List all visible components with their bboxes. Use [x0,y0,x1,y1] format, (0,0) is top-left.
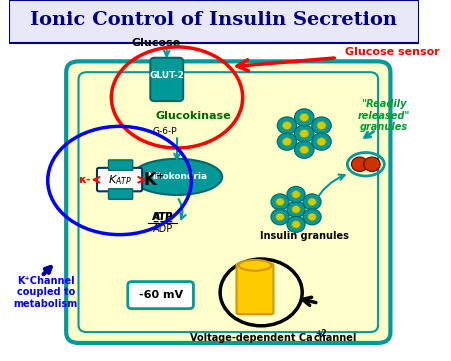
Circle shape [308,213,316,221]
FancyBboxPatch shape [9,0,419,43]
Circle shape [308,198,316,206]
Circle shape [287,201,305,217]
Text: Voltage-dependent Ca: Voltage-dependent Ca [189,332,312,343]
Text: GLUT-2: GLUT-2 [149,71,184,80]
Circle shape [299,113,309,121]
Circle shape [299,130,309,138]
Circle shape [303,209,321,225]
Circle shape [287,186,305,202]
Circle shape [364,157,380,171]
Text: Ionic Control of Insulin Secretion: Ionic Control of Insulin Secretion [31,11,397,29]
Text: +2: +2 [315,330,327,338]
Text: $K_{ATP}$: $K_{ATP}$ [108,173,133,187]
FancyBboxPatch shape [109,160,133,170]
Text: ATP: ATP [152,212,173,222]
Ellipse shape [132,159,222,195]
FancyBboxPatch shape [109,189,133,199]
Circle shape [271,194,289,210]
Circle shape [295,141,314,158]
Text: Insulin granules: Insulin granules [260,231,349,242]
Circle shape [299,146,309,154]
Ellipse shape [239,260,272,271]
Circle shape [292,206,300,213]
Circle shape [282,138,292,146]
Text: Glucokinase: Glucokinase [156,110,231,121]
FancyBboxPatch shape [128,282,193,309]
Circle shape [292,221,300,228]
Circle shape [295,125,314,142]
Text: Glucose: Glucose [132,38,181,48]
Text: K⁺: K⁺ [143,171,165,189]
Circle shape [282,121,292,130]
Circle shape [317,138,326,146]
FancyBboxPatch shape [150,58,183,101]
FancyBboxPatch shape [236,264,273,314]
Circle shape [287,216,305,232]
Text: K⁺Channel
coupled to
metabolism: K⁺Channel coupled to metabolism [14,276,78,309]
Text: -60 mV: -60 mV [138,290,183,300]
Text: ADP: ADP [152,224,173,234]
Circle shape [277,133,297,150]
Text: Mitokondria: Mitokondria [147,173,207,181]
Text: "Readily
released"
granules: "Readily released" granules [358,99,410,132]
Circle shape [276,213,284,221]
Circle shape [312,133,331,150]
Circle shape [277,117,297,134]
Circle shape [295,109,314,126]
FancyBboxPatch shape [66,61,391,343]
Circle shape [312,117,331,134]
Circle shape [271,209,289,225]
Text: G-6-P: G-6-P [152,127,177,136]
Circle shape [292,191,300,198]
Text: channel: channel [313,332,357,343]
Text: Glucose sensor: Glucose sensor [345,47,440,57]
Text: A̲T̲P̲: A̲T̲P̲ [152,212,173,222]
FancyBboxPatch shape [97,168,142,191]
Circle shape [351,157,368,171]
Circle shape [303,194,321,210]
Circle shape [317,121,326,130]
Text: κ-: κ- [78,175,91,185]
Circle shape [276,198,284,206]
